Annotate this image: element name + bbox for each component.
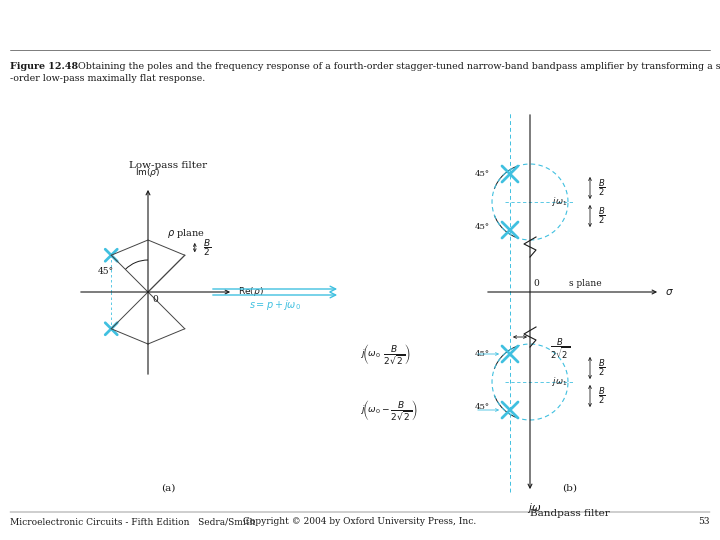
Text: Copyright © 2004 by Oxford University Press, Inc.: Copyright © 2004 by Oxford University Pr… [243, 517, 477, 526]
Text: 45°: 45° [474, 350, 490, 358]
Text: $s = p + j\omega_0$: $s = p + j\omega_0$ [249, 298, 301, 312]
Text: -order low-pass maximally flat response.: -order low-pass maximally flat response. [10, 74, 205, 83]
Text: 45°: 45° [474, 223, 490, 231]
Text: 45°: 45° [474, 403, 490, 411]
Text: $\rho$ plane: $\rho$ plane [167, 227, 205, 240]
Text: $\dfrac{B}{2}$: $\dfrac{B}{2}$ [598, 386, 606, 406]
Text: s plane: s plane [569, 279, 601, 287]
Text: 0: 0 [152, 294, 158, 303]
Text: 0: 0 [533, 279, 539, 287]
Text: (b): (b) [562, 483, 577, 492]
Text: $\dfrac{B}{2}$: $\dfrac{B}{2}$ [598, 357, 606, 379]
Text: Obtaining the poles and the frequency response of a fourth-order stagger-tuned n: Obtaining the poles and the frequency re… [72, 62, 720, 71]
Text: Low-pass filter: Low-pass filter [129, 160, 207, 170]
Text: 53: 53 [698, 517, 710, 526]
Text: $\dfrac{B}{2}$: $\dfrac{B}{2}$ [598, 206, 606, 226]
Text: Figure 12.48: Figure 12.48 [10, 62, 78, 71]
Text: $j\omega_1$: $j\omega_1$ [552, 195, 567, 208]
Text: (a): (a) [161, 483, 175, 492]
Text: 45°: 45° [98, 267, 114, 276]
Text: $j\!\left(\omega_0 \enspace \dfrac{B}{2\sqrt{2}}\right)$: $j\!\left(\omega_0 \enspace \dfrac{B}{2\… [360, 342, 411, 366]
Text: Bandpass filter: Bandpass filter [530, 510, 610, 518]
Text: $\mathrm{Re}(\rho)$: $\mathrm{Re}(\rho)$ [238, 286, 264, 299]
Text: 45°: 45° [474, 170, 490, 178]
Text: $\mathrm{Im}(\rho)$: $\mathrm{Im}(\rho)$ [135, 166, 161, 179]
Text: $\dfrac{B}{2\sqrt{2}}$: $\dfrac{B}{2\sqrt{2}}$ [550, 337, 570, 361]
Text: Microelectronic Circuits - Fifth Edition   Sedra/Smith: Microelectronic Circuits - Fifth Edition… [10, 517, 256, 526]
Text: $j\omega_1$: $j\omega_1$ [552, 375, 567, 388]
Text: $\dfrac{B}{2}$: $\dfrac{B}{2}$ [598, 178, 606, 198]
Text: $\dfrac{B}{2}$: $\dfrac{B}{2}$ [203, 237, 211, 258]
Text: $\sigma$: $\sigma$ [665, 287, 674, 297]
Text: $j\!\left(\omega_0 - \dfrac{B}{2\sqrt{2}}\right)$: $j\!\left(\omega_0 - \dfrac{B}{2\sqrt{2}… [360, 399, 418, 422]
Text: $j\omega$: $j\omega$ [527, 501, 541, 515]
